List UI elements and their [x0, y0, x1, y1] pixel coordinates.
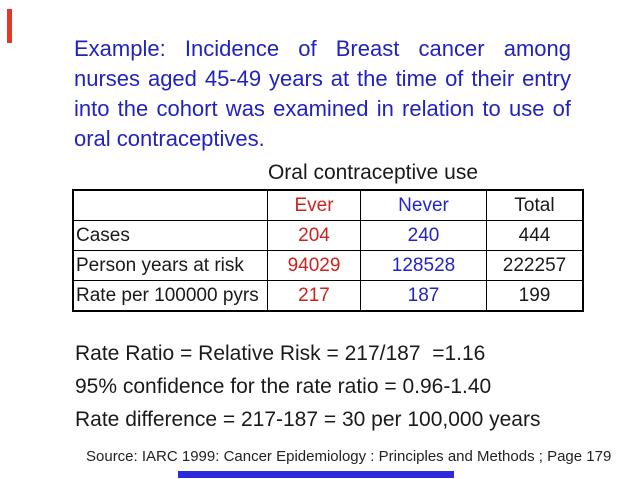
cell-ever: 217: [267, 280, 361, 312]
rate-difference-line: Rate difference = 217-187 = 30 per 100,0…: [75, 408, 541, 431]
page-title: Example: Incidence of Breast cancer amon…: [74, 34, 571, 154]
red-accent-bar: [7, 9, 12, 43]
cell-never: 128528: [360, 250, 487, 281]
cell-ever: 204: [267, 220, 361, 251]
cell-total: 444: [486, 220, 584, 251]
table-header-row: Ever Never Total: [72, 189, 584, 221]
confidence-interval-line: 95% confidence for the rate ratio = 0.96…: [75, 375, 492, 398]
contingency-table: Ever Never Total Cases 204 240 444 Perso…: [72, 189, 584, 312]
table-row-rate: Rate per 100000 pyrs 217 187 199: [72, 280, 584, 312]
table-caption: Oral contraceptive use: [267, 161, 479, 184]
title-line-1: Example: Incidence of Breast cancer amon…: [74, 36, 571, 61]
progress-bar[interactable]: [178, 471, 454, 478]
cell-total: 199: [486, 280, 584, 312]
table-row-cases: Cases 204 240 444: [72, 220, 584, 251]
col-header-empty: [72, 189, 268, 221]
title-line-2: nurses aged 45-49 years at the time of t…: [74, 66, 571, 91]
cell-ever: 94029: [267, 250, 361, 281]
col-header-never: Never: [360, 189, 487, 221]
row-label: Cases: [72, 220, 268, 251]
col-header-total: Total: [486, 189, 584, 221]
rate-ratio-line: Rate Ratio = Relative Risk = 217/187 =1.…: [75, 342, 486, 365]
row-label: Person years at risk: [72, 250, 268, 281]
title-line-4: oral contraceptives.: [74, 126, 265, 151]
col-header-ever: Ever: [267, 189, 361, 221]
stats-block: Rate Ratio = Relative Risk = 217/187 =1.…: [75, 337, 540, 436]
title-line-3: into the cohort was examined in relation…: [74, 96, 571, 121]
cell-never: 240: [360, 220, 487, 251]
source-note: Source: IARC 1999: Cancer Epidemiology :…: [86, 448, 612, 465]
table-row-person-years: Person years at risk 94029 128528 222257: [72, 250, 584, 281]
cell-total: 222257: [486, 250, 584, 281]
row-label: Rate per 100000 pyrs: [72, 280, 268, 312]
cell-never: 187: [360, 280, 487, 312]
